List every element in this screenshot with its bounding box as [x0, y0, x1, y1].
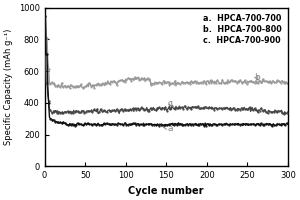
Text: c: c — [168, 99, 173, 108]
Text: b: b — [254, 73, 260, 82]
X-axis label: Cycle number: Cycle number — [128, 186, 204, 196]
Text: a: a — [163, 124, 173, 133]
Legend: a.  HPCA-700-700, b.  HPCA-700-800, c.  HPCA-700-900: a. HPCA-700-700, b. HPCA-700-800, c. HPC… — [200, 12, 284, 48]
Y-axis label: Specific Capacity (mAh g⁻¹): Specific Capacity (mAh g⁻¹) — [4, 29, 13, 145]
